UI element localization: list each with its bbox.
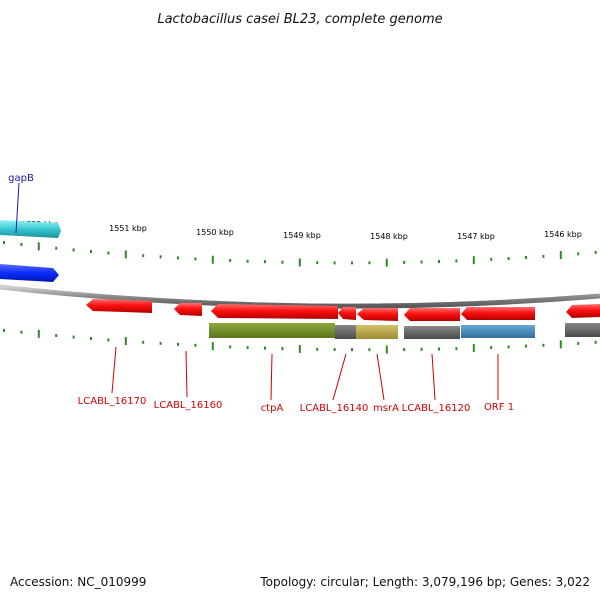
gene-LCABL_16140[interactable]: [338, 307, 356, 320]
feature-bar-msrA: [356, 325, 398, 339]
feature-bar-ctpA: [209, 323, 335, 338]
gene-LCABL_16160[interactable]: [174, 303, 202, 316]
leader-line-LCABL_16170: [111, 346, 117, 394]
topology-text: Topology: circular; Length: 3,079,196 bp…: [259, 575, 590, 589]
leader-line-msrA: [376, 353, 385, 401]
leader-line-LCABL_16140: [332, 353, 347, 401]
gene-label-gapB[interactable]: gapB: [8, 173, 34, 184]
kbp-label-1546: 1546 kbp: [544, 230, 582, 239]
gene-label-LCABL_16160[interactable]: LCABL_16160: [154, 400, 223, 411]
gene-label-LCABL_16120[interactable]: LCABL_16120: [402, 403, 471, 414]
gene-LCABL_16170[interactable]: [86, 299, 152, 313]
feature-bar-right-edge: [565, 323, 600, 337]
gene-label-LCABL_16140[interactable]: LCABL_16140: [300, 403, 369, 414]
gene-gapB[interactable]: [0, 220, 61, 238]
gene-label-LCABL_16170[interactable]: LCABL_16170: [78, 396, 147, 407]
map-title: Lactobacillus casei BL23, complete genom…: [157, 12, 442, 27]
inner-tick-track: [3, 328, 597, 354]
gene-msrA[interactable]: [357, 308, 398, 321]
accession-text: Accession: NC_010999: [10, 575, 146, 589]
outer-tick-track: [3, 241, 597, 267]
kbp-label-1549: 1549 kbp: [283, 231, 321, 240]
leader-line-LCABL_16120: [431, 353, 436, 401]
leader-line-gapB: [15, 182, 20, 234]
leader-line-ctpA: [270, 353, 273, 401]
gene-label-ctpA[interactable]: ctpA: [261, 403, 284, 414]
kbp-label-1547: 1547 kbp: [457, 232, 495, 241]
gene-LCABL_16120[interactable]: [404, 308, 460, 321]
feature-bar-ORF1: [461, 325, 535, 338]
gene-ctpA[interactable]: [211, 304, 338, 319]
feature-bar-LCABL_16140: [335, 325, 356, 339]
kbp-label-1548: 1548 kbp: [370, 232, 408, 241]
gene-label-ORF1[interactable]: ORF 1: [484, 402, 514, 413]
gene-ORF1[interactable]: [461, 307, 535, 320]
feature-bar-LCABL_16120: [404, 326, 460, 339]
gene-label-msrA[interactable]: msrA: [373, 403, 399, 414]
kbp-label-1551: 1551 kbp: [109, 224, 147, 233]
gene-reverse-right-edge[interactable]: [566, 304, 600, 318]
gene-forward-blue[interactable]: [0, 264, 59, 282]
leader-line-LCABL_16160: [185, 350, 188, 398]
kbp-label-1550: 1550 kbp: [196, 228, 234, 237]
